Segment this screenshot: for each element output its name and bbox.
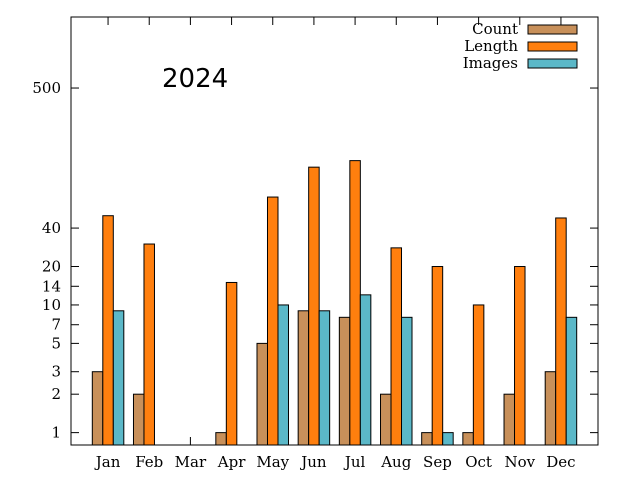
bar-length-sep: [431, 266, 444, 446]
bar-count-oct: [462, 432, 474, 446]
bar-count-jan: [91, 371, 104, 446]
y-tick-label-40: 40: [42, 219, 61, 237]
y-tick-label-500: 500: [32, 79, 61, 97]
x-tick-label-feb: Feb: [135, 453, 163, 471]
bar-count-sep: [421, 432, 433, 446]
x-tick-label-dec: Dec: [546, 453, 575, 471]
bar-count-may: [256, 342, 268, 446]
bar-length-aug: [390, 247, 403, 446]
bar-count-feb: [132, 393, 145, 446]
x-tick-label-jan: Jan: [94, 453, 121, 471]
legend-label-length: Length: [464, 37, 518, 55]
year-annotation: 2024: [162, 64, 228, 94]
y-tick-label-14: 14: [42, 277, 61, 295]
bar-images-dec: [565, 316, 578, 446]
bar-length-oct: [472, 304, 485, 446]
x-tick-label-oct: Oct: [465, 453, 492, 471]
x-tick-label-jun: Jun: [299, 453, 327, 471]
y-tick-label-20: 20: [42, 258, 61, 276]
legend-label-images: Images: [463, 54, 518, 72]
x-tick-label-jul: Jul: [343, 453, 366, 471]
y-tick-label-1: 1: [51, 424, 61, 442]
bar-count-jun: [297, 310, 310, 446]
bar-length-may: [266, 196, 279, 446]
x-axis: Jan Feb Mar Apr May Jun Jul Aug Sep Oct Nov Dec: [94, 17, 576, 471]
y-tick-label-7: 7: [51, 316, 61, 334]
y-tick-label-5: 5: [51, 334, 61, 352]
bar-count-apr: [215, 432, 227, 446]
bar-images-may: [277, 304, 289, 446]
legend-swatch-count: [527, 24, 578, 35]
bar-count-jul: [338, 316, 351, 446]
x-tick-label-aug: Aug: [380, 453, 411, 471]
bar-length-jul: [349, 160, 361, 446]
bar-images-sep: [442, 432, 454, 446]
bar-count-nov: [503, 393, 516, 446]
bar-length-feb: [143, 243, 155, 446]
bars: [91, 160, 578, 446]
x-tick-label-may: May: [256, 453, 289, 471]
bar-length-apr: [225, 281, 238, 446]
bar-length-jun: [308, 166, 320, 446]
plot-frame: [70, 16, 599, 446]
bar-count-aug: [380, 393, 392, 446]
y-tick-label-10: 10: [42, 296, 61, 314]
legend-swatch-images: [527, 58, 578, 69]
bar-count-dec: [544, 371, 557, 446]
x-tick-label-sep: Sep: [423, 453, 452, 471]
x-tick-label-mar: Mar: [175, 453, 207, 471]
legend-label-count: Count: [472, 20, 518, 38]
bar-images-aug: [401, 316, 413, 446]
bar-images-jan: [112, 310, 125, 446]
bar-images-jul: [359, 294, 372, 446]
y-tick-label-2: 2: [51, 385, 61, 403]
legend-swatch-length: [527, 41, 578, 52]
x-tick-label-apr: Apr: [217, 453, 246, 471]
bar-length-jan: [102, 215, 114, 446]
bar-images-jun: [318, 310, 331, 446]
x-tick-label-nov: Nov: [504, 453, 535, 471]
bar-length-dec: [555, 217, 567, 446]
bar-length-nov: [514, 266, 526, 446]
y-tick-label-3: 3: [51, 363, 61, 381]
